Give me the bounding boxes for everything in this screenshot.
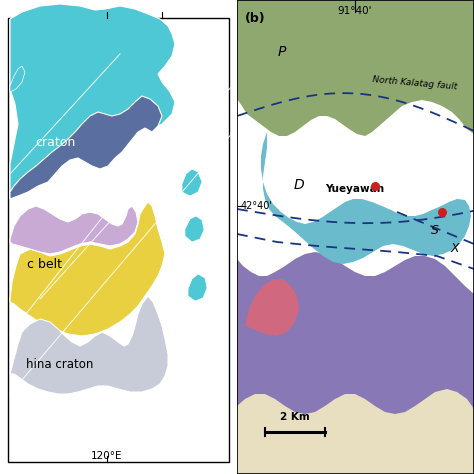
Polygon shape — [245, 279, 299, 336]
Polygon shape — [182, 169, 202, 196]
Polygon shape — [10, 66, 25, 92]
Text: craton: craton — [35, 136, 75, 148]
Polygon shape — [10, 206, 138, 254]
Polygon shape — [185, 216, 204, 242]
Text: S: S — [431, 224, 439, 237]
Text: 91°40': 91°40' — [338, 6, 372, 16]
Text: P: P — [278, 45, 286, 59]
Text: hina craton: hina craton — [27, 357, 94, 371]
Text: 42°40': 42°40' — [241, 201, 273, 211]
Text: c belt: c belt — [27, 257, 63, 271]
Polygon shape — [10, 4, 175, 199]
Polygon shape — [237, 0, 474, 136]
Text: Yueyawan: Yueyawan — [326, 184, 384, 194]
Text: D: D — [294, 178, 304, 192]
Polygon shape — [188, 274, 207, 301]
Polygon shape — [10, 202, 165, 336]
Polygon shape — [10, 96, 162, 199]
Text: North Kalatag fault: North Kalatag fault — [372, 74, 457, 91]
Text: 120°E: 120°E — [91, 451, 123, 461]
Text: X: X — [451, 242, 459, 255]
Text: (b): (b) — [245, 12, 265, 25]
Polygon shape — [237, 389, 474, 474]
Polygon shape — [10, 296, 168, 394]
Polygon shape — [261, 132, 471, 264]
Text: 2 Km: 2 Km — [280, 412, 310, 422]
Polygon shape — [237, 252, 474, 474]
